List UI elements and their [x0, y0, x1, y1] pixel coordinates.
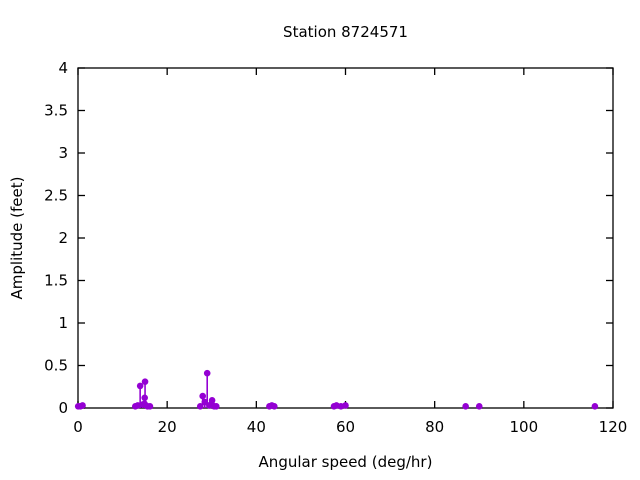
x-tick-label: 20 [158, 418, 177, 436]
y-tick-label: 0.5 [44, 357, 68, 375]
data-point [79, 402, 86, 409]
data-point [141, 378, 149, 385]
data-point [203, 369, 211, 377]
data-point [342, 402, 349, 409]
y-tick-label: 1.5 [44, 272, 68, 290]
data-point [196, 403, 204, 410]
x-tick-label: 100 [510, 418, 539, 436]
plot-area: 0 20 40 60 80 100 120 0 0.5 1 1.5 2 2.5 3 3.5 4 [44, 59, 627, 436]
data-point [475, 403, 483, 410]
data-point [136, 382, 144, 390]
data-point [212, 403, 220, 410]
y-tick-label: 4 [58, 59, 68, 77]
y-tick-label: 2 [58, 229, 68, 247]
y-tick-label: 1 [58, 314, 68, 332]
data-point [591, 403, 599, 410]
data-point [208, 397, 216, 404]
x-tick-label: 60 [336, 418, 355, 436]
plot-border [77, 67, 614, 409]
data-point [134, 402, 142, 409]
y-axis-label: Amplitude (feet) [8, 177, 26, 300]
y-tick-label: 3 [58, 144, 68, 162]
data-point [201, 398, 209, 406]
data-point [462, 403, 469, 410]
y-tick-label: 0 [58, 399, 68, 417]
data-point [271, 403, 278, 410]
x-tick-label: 120 [599, 418, 628, 436]
data-point [199, 392, 206, 400]
chart-title: Station 8724571 [283, 23, 408, 41]
x-tick-label: 40 [247, 418, 266, 436]
y-tick-label: 3.5 [44, 102, 68, 120]
y-tick-label: 2.5 [44, 187, 68, 205]
data-point [146, 403, 154, 410]
x-tick-label: 80 [425, 418, 444, 436]
data-point [141, 394, 148, 402]
x-axis-label: Angular speed (deg/hr) [259, 453, 433, 471]
x-tick-label: 0 [73, 418, 83, 436]
